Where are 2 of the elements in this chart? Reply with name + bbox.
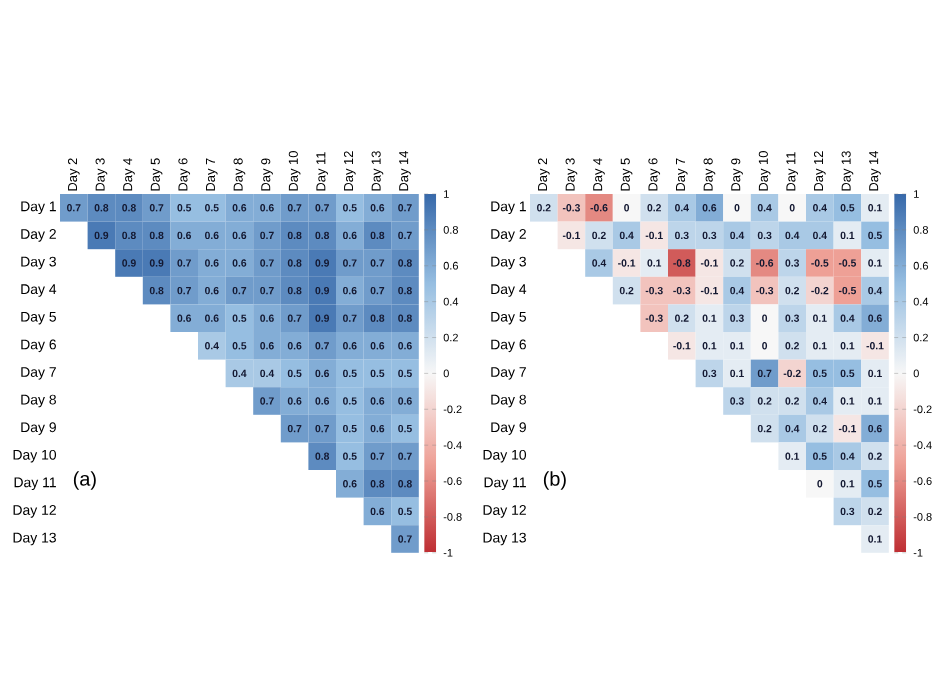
annotation: (a) bbox=[73, 471, 96, 490]
annotation: (b) bbox=[543, 471, 566, 490]
